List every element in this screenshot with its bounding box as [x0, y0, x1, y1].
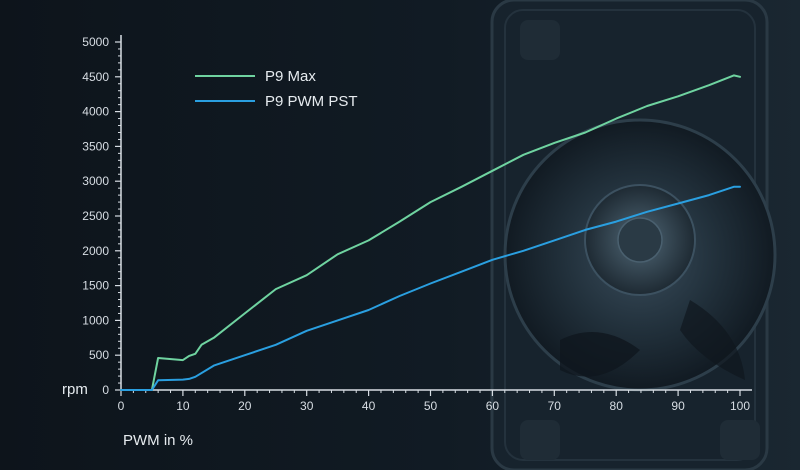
x-tick-label: 80: [610, 399, 624, 413]
x-tick-label: 20: [238, 399, 252, 413]
y-tick-label: 2000: [82, 244, 109, 258]
series-lines: [120, 74, 741, 391]
x-tick-label: 40: [362, 399, 376, 413]
y-axis: 0 500 1000 1500 2000 2500 3000 3500 4000 4500 5000: [82, 35, 122, 397]
legend-item-p9-max: P9 Max: [195, 68, 316, 85]
y-tick-label: 500: [89, 348, 109, 362]
y-tick-label: 2500: [82, 209, 109, 223]
y-axis-title: rpm: [62, 381, 88, 398]
y-tick-label: 3500: [82, 139, 109, 153]
legend: P9 Max P9 PWM PST: [195, 68, 358, 110]
x-axis: 0 10 20 30 40 50 60 70 80 90 100: [118, 389, 752, 413]
y-tick-label: 1000: [82, 313, 109, 327]
x-tick-label: 70: [548, 399, 562, 413]
y-tick-label: 4500: [82, 70, 109, 84]
series-line-p9-max: [120, 74, 741, 391]
legend-label-p9-max: P9 Max: [265, 68, 316, 85]
x-axis-title: PWM in %: [123, 432, 193, 449]
y-tick-label: 0: [102, 383, 109, 397]
y-tick-label: 4000: [82, 105, 109, 119]
x-tick-label: 90: [671, 399, 685, 413]
y-tick-label: 3000: [82, 174, 109, 188]
legend-label-p9-pwm-pst: P9 PWM PST: [265, 93, 358, 110]
x-tick-label: 100: [730, 399, 750, 413]
x-tick-label: 30: [300, 399, 314, 413]
x-tick-label: 10: [176, 399, 190, 413]
series-line-p9-pwm-pst: [120, 185, 741, 391]
x-tick-label: 0: [118, 399, 125, 413]
x-tick-label: 50: [424, 399, 438, 413]
y-tick-label: 5000: [82, 35, 109, 49]
x-tick-label: 60: [486, 399, 500, 413]
legend-item-p9-pwm-pst: P9 PWM PST: [195, 93, 358, 110]
y-tick-label: 1500: [82, 279, 109, 293]
